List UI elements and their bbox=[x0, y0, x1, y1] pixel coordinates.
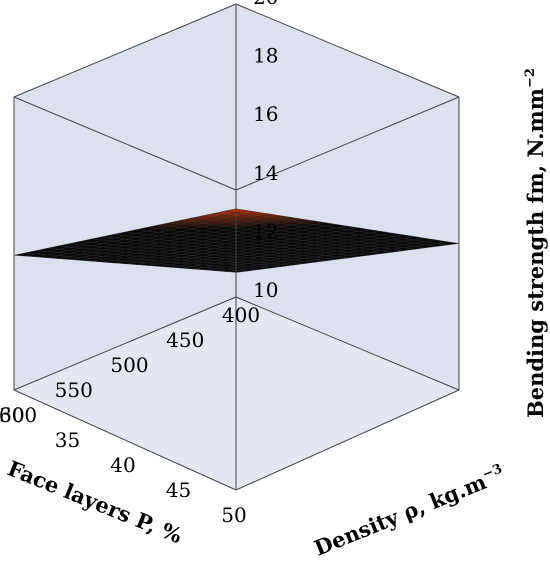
y-tick-label: 500 bbox=[110, 353, 148, 377]
x-axis-title: Face layers P, % bbox=[4, 455, 186, 548]
x-tick-label: 50 bbox=[221, 503, 246, 527]
z-tick-label: 20 bbox=[253, 0, 278, 9]
y-axis-title-exponent: −3 bbox=[480, 461, 504, 482]
x-tick-label: 45 bbox=[166, 478, 191, 502]
y-tick-label: 400 bbox=[222, 303, 260, 327]
y-axis-title-text: Density ρ, kg.m bbox=[311, 469, 490, 561]
z-tick-label: 18 bbox=[253, 44, 278, 68]
z-tick-label: 10 bbox=[253, 278, 278, 302]
x-tick-label: 40 bbox=[110, 453, 135, 477]
z-axis-title-text: Bending strength fm, N.mm bbox=[523, 88, 548, 418]
y-tick-label: 600 bbox=[0, 403, 37, 427]
z-tick-label: 14 bbox=[253, 161, 278, 185]
x-tick-label: 35 bbox=[55, 428, 80, 452]
z-axis-title: Bending strength fm, N.mm−2 bbox=[523, 68, 548, 418]
y-axis-title: Density ρ, kg.m−3 bbox=[311, 461, 509, 560]
z-axis-title-exponent: −2 bbox=[523, 68, 538, 88]
y-tick-label: 550 bbox=[55, 378, 93, 402]
z-tick-label: 16 bbox=[253, 102, 278, 126]
y-tick-label: 450 bbox=[166, 328, 204, 352]
z-tick-label: 12 bbox=[253, 219, 278, 243]
x-axis-title-text: Face layers P, % bbox=[4, 455, 186, 548]
